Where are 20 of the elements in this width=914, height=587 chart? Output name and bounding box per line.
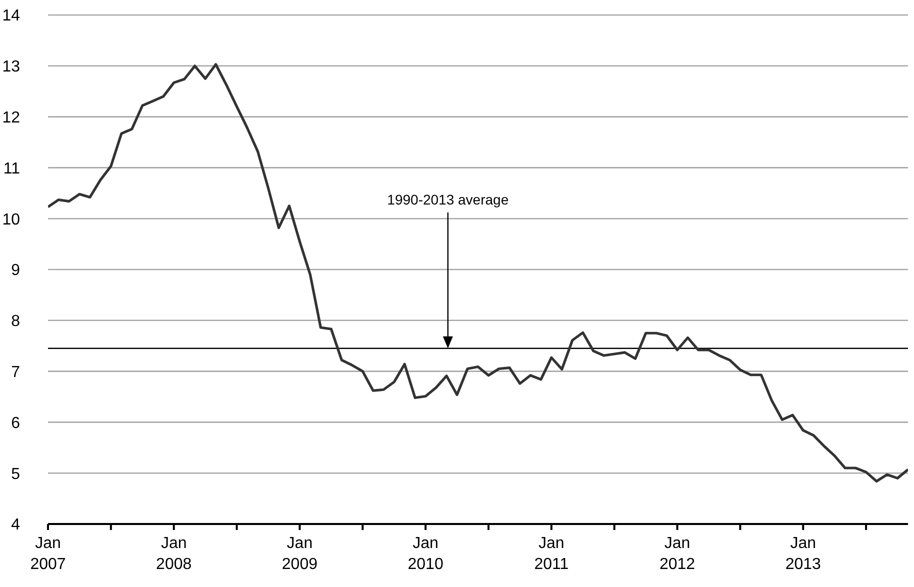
y-tick-label: 8: [11, 313, 20, 330]
y-tick-label: 6: [11, 414, 20, 432]
x-tick-label: Jan 2009: [282, 535, 318, 573]
x-tick-label: Jan 2013: [785, 535, 822, 573]
x-tick-label: Jan 2010: [408, 535, 444, 573]
line-series: [48, 63, 908, 483]
y-tick-label: 4: [11, 516, 20, 534]
y-tick-label: 5: [11, 466, 20, 483]
y-tick-label: 13: [2, 58, 20, 76]
x-tick-label: Jan 2012: [659, 535, 696, 573]
x-tick-label: Jan 2007: [30, 535, 66, 573]
x-tick-label: Jan 2008: [156, 535, 192, 573]
x-tick-label: Jan 2011: [534, 535, 569, 573]
ref-line-label: 1990-2013 average: [387, 191, 509, 208]
y-tick-label: 14: [2, 8, 20, 25]
y-tick-label: 12: [2, 109, 20, 126]
y-tick-label: 10: [2, 211, 20, 228]
y-tick-label: 9: [11, 262, 20, 280]
y-tick-label: 11: [3, 160, 20, 178]
y-tick-label: 7: [11, 364, 20, 381]
